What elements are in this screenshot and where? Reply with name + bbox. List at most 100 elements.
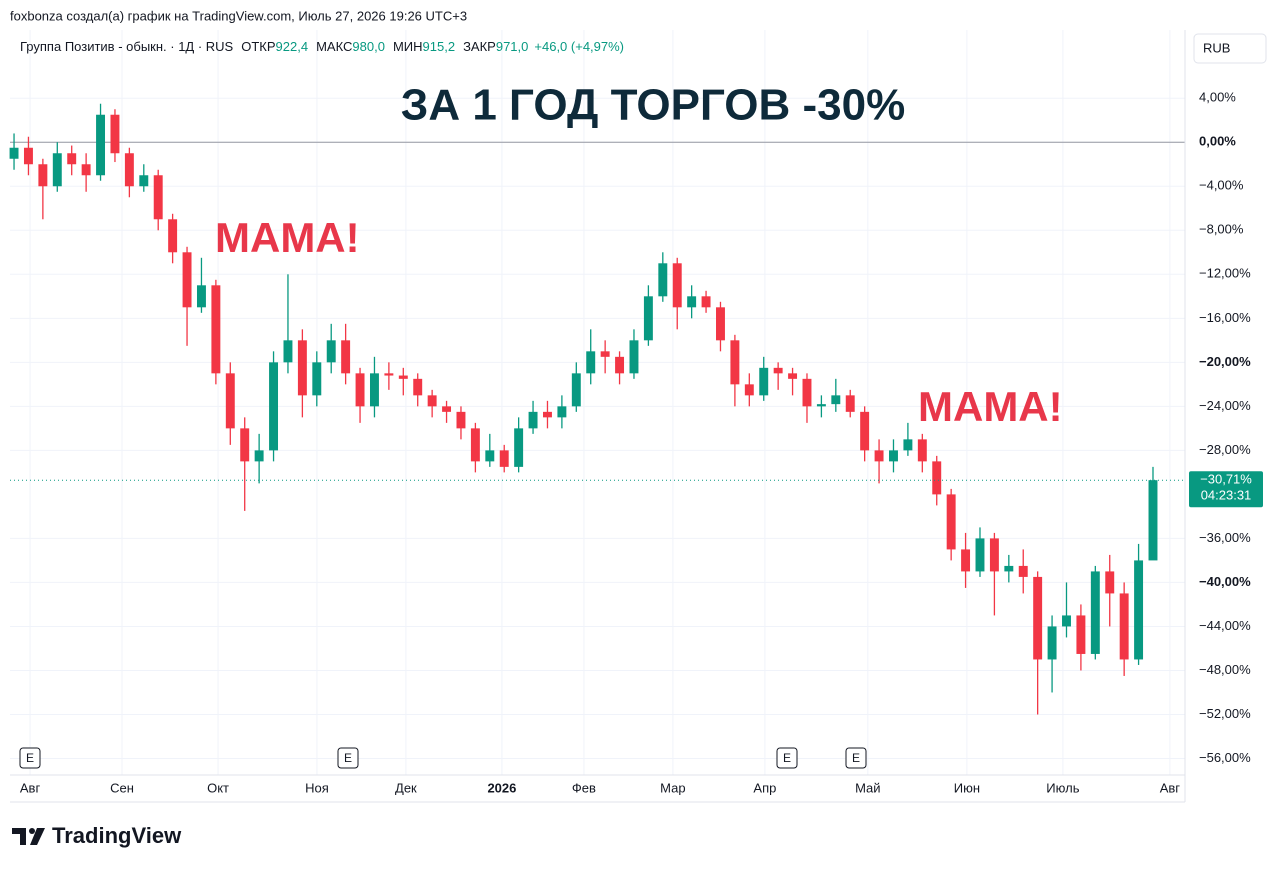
event-box[interactable] [776, 747, 798, 769]
candle-body [297, 340, 307, 396]
candle-body [240, 428, 250, 462]
candle-body [816, 404, 826, 407]
candle-body [860, 411, 870, 451]
x-tick-label: Июль [1046, 780, 1079, 795]
candle-body [110, 114, 120, 154]
event-box[interactable] [845, 747, 867, 769]
event-marker[interactable]: E [776, 747, 798, 769]
x-tick-label: Авг [20, 780, 41, 795]
candle-body [759, 367, 769, 396]
candle-body [326, 340, 336, 363]
candle-body [557, 406, 567, 418]
candle-body [701, 296, 711, 308]
ohlc-label: МИН [393, 39, 423, 54]
event-label[interactable]: E [26, 751, 34, 765]
x-tick-label: Июн [954, 780, 980, 795]
candle-body [932, 461, 942, 495]
legend: Группа Позитив - обыкн. · 1Д · RUS ОТКР92… [20, 39, 624, 54]
candle-body [514, 428, 524, 467]
event-marker[interactable]: E [19, 747, 41, 769]
candle-body [341, 340, 351, 374]
candle-body [975, 538, 985, 572]
event-marker[interactable]: E [337, 747, 359, 769]
event-label[interactable]: E [783, 751, 791, 765]
candle-body [831, 395, 841, 405]
candle-body [903, 439, 913, 451]
candle-body [312, 362, 322, 396]
currency[interactable]: RUB [1203, 40, 1230, 55]
candle-body [499, 450, 509, 467]
event-label[interactable]: E [344, 751, 352, 765]
x-tick-label: Мар [660, 780, 685, 795]
x-tick-label: Сен [110, 780, 134, 795]
event-marker[interactable]: E [845, 747, 867, 769]
candle-body [139, 175, 149, 187]
candle-body [643, 296, 653, 341]
candle-body [802, 378, 812, 407]
candle-body [1119, 593, 1129, 660]
candle-body [1062, 615, 1071, 627]
logo-mark [30, 828, 45, 845]
candle-body [571, 373, 581, 407]
candle-body [1018, 565, 1028, 577]
candle-body [283, 340, 293, 363]
candles [9, 103, 1158, 715]
candle-body [384, 373, 394, 376]
y-tick-label: −56,00% [1199, 750, 1251, 765]
candle-body [1076, 615, 1086, 654]
candle-body [528, 411, 538, 429]
x-tick-label: Авг [1160, 780, 1181, 795]
candle-body [1134, 560, 1144, 660]
candle-body [355, 373, 365, 407]
candle-body [9, 147, 19, 159]
x-tick-label: Дек [395, 780, 417, 795]
candle-body [442, 406, 452, 412]
candle-body [398, 375, 408, 379]
candle-body [961, 549, 971, 572]
candle-body [196, 285, 206, 308]
candle-body [1090, 571, 1100, 654]
candle-body [1047, 626, 1057, 660]
y-tick-label: −28,00% [1199, 442, 1251, 457]
change: +46,0 (+4,97%) [534, 39, 624, 54]
candle-body [52, 153, 62, 187]
brand: TradingView [52, 823, 182, 848]
candle-body [543, 411, 552, 418]
candle-body [586, 351, 596, 374]
title: ЗА 1 ГОД ТОРГОВ -30% [401, 81, 906, 130]
y-tick-label: −12,00% [1199, 266, 1251, 281]
candle-body [773, 367, 783, 374]
candle-body [946, 494, 956, 550]
y-tick-label: −16,00% [1199, 310, 1251, 325]
logo-mark [12, 828, 26, 845]
candle-body [67, 153, 77, 165]
annotation: МАМА! [215, 214, 360, 261]
candle-body [225, 373, 235, 429]
candle-body [413, 378, 423, 396]
candle-body [23, 147, 33, 165]
last-price-box [1189, 471, 1263, 508]
currency-button[interactable] [1193, 33, 1267, 64]
candle-body [456, 411, 466, 429]
y-tick-label: 0,00% [1199, 134, 1236, 149]
brand-logo: TradingView [12, 823, 182, 848]
ohlc-value: 971,0 [496, 39, 529, 54]
candle-body [182, 252, 192, 308]
candle-body [744, 384, 754, 396]
candle-body [369, 373, 379, 407]
candle-body [485, 450, 495, 462]
candle-body [470, 428, 480, 462]
last-price-label: −30,71% [1200, 472, 1252, 487]
ohlc-label: ЗАКР [463, 39, 496, 54]
event-label[interactable]: E [852, 751, 860, 765]
event-box[interactable] [337, 747, 359, 769]
candle-body [153, 175, 163, 220]
candle-body [989, 538, 999, 572]
grid [10, 30, 1185, 775]
candle-body [168, 219, 178, 253]
candle-body [1148, 480, 1158, 561]
candle-body [81, 164, 91, 176]
event-box[interactable] [19, 747, 41, 769]
candle-body [716, 307, 725, 341]
